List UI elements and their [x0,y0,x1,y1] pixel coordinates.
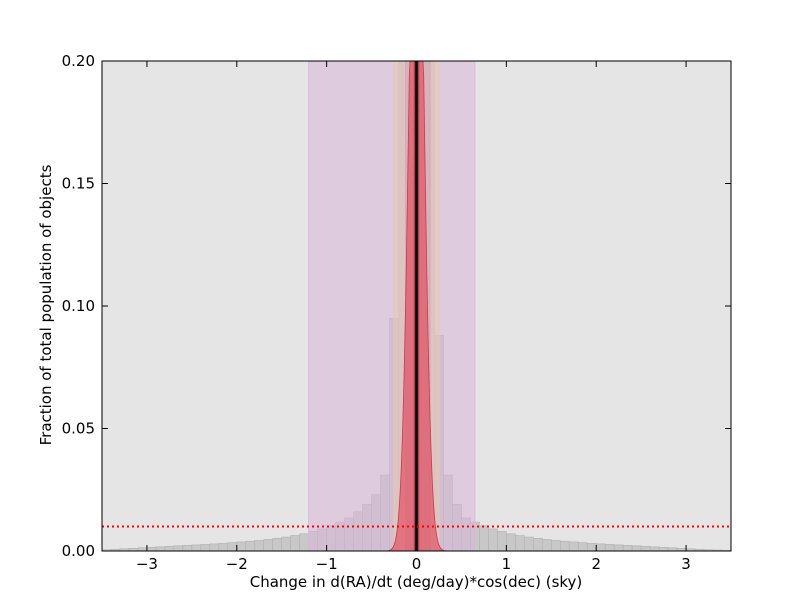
histogram-bar [622,545,633,551]
x-tick-label: 2 [591,555,601,573]
histogram-bar [218,543,229,551]
histogram-bar [290,535,300,551]
histogram-bar [515,535,525,551]
histogram-bar [254,540,265,551]
x-tick-label: 3 [681,555,691,573]
x-tick-label: 1 [502,555,512,573]
histogram-bar [649,546,660,551]
y-tick-label: 0.05 [62,420,95,438]
histogram-bar [173,545,184,551]
histogram-bar [550,540,561,551]
histogram-bar [200,544,211,551]
histogram-bar [479,525,489,551]
histogram-bar [299,533,309,551]
histogram-bar [272,537,283,551]
histogram-bar [568,541,579,551]
histogram-bar [146,547,157,551]
histogram-bar [164,546,175,551]
x-axis-label: Change in d(RA)/dt (deg/day)*cos(dec) (s… [250,573,583,591]
y-axis: 0.00 0.05 0.10 0.15 0.20 [62,52,731,560]
histogram-bar [559,540,570,551]
histogram-bar [577,542,588,551]
histogram-bar [604,544,615,551]
plot-area [101,60,732,552]
histogram-bar [281,536,292,551]
y-tick-label: 0.15 [62,175,95,193]
histogram-bar [209,543,220,551]
histogram-bar [497,531,507,551]
histogram-bar [227,542,238,551]
histogram-bar [506,533,516,551]
x-tick-label: −1 [316,555,338,573]
histogram-bar [541,539,552,551]
y-tick-label: 0.10 [62,297,95,315]
plot-content [102,61,731,551]
x-axis: −3 −2 −1 0 1 2 3 [136,61,691,573]
histogram-bar [658,547,669,551]
histogram-bar [155,546,166,551]
histogram-bar [595,543,606,551]
histogram-bar [245,540,256,551]
histogram-bar [236,541,247,551]
x-tick-label: −3 [136,555,158,573]
histogram-bar [182,545,193,551]
histogram-bar [631,545,642,551]
y-tick-label: 0.20 [62,52,95,70]
histogram-bar [263,539,274,551]
y-axis-label: Fraction of total population of objects [37,164,55,445]
histogram-bar [488,528,498,551]
histogram-bar [533,537,543,551]
x-tick-label: −2 [226,555,248,573]
histogram-bar [191,544,202,551]
y-tick-label: 0.00 [62,542,95,560]
histogram-bar [524,536,534,551]
histogram-bar [640,546,651,551]
x-tick-label: 0 [412,555,422,573]
shaded-band-0 [308,61,476,551]
histogram-bar [586,543,597,551]
histogram-bar [613,544,624,551]
